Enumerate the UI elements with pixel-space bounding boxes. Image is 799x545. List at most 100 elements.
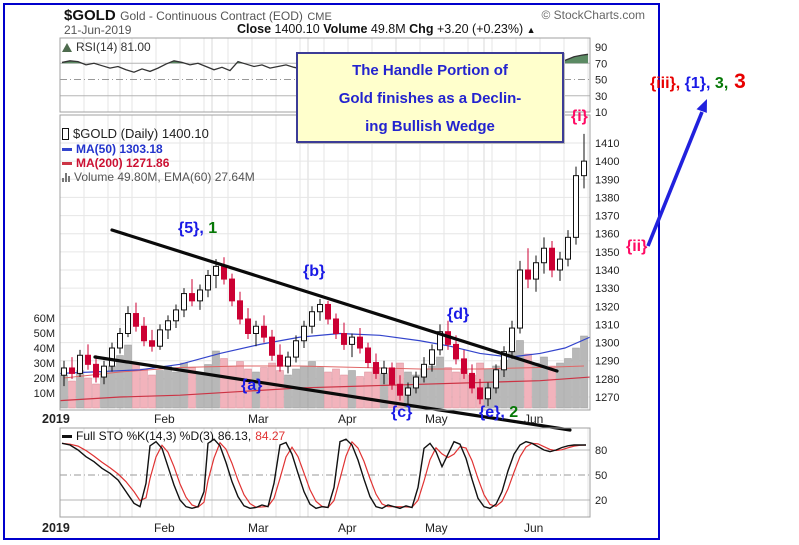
volume-axis-label: 60M — [34, 313, 55, 325]
candle-body — [133, 313, 139, 327]
wave-label-part: {5}, — [178, 220, 204, 237]
up-arrow-icon: ▲ — [526, 25, 536, 35]
wave-label-part: {c} — [391, 404, 413, 421]
header: $GOLD Gold - Continuous Contract (EOD) C… — [64, 7, 332, 25]
close-label: Close — [237, 22, 272, 36]
candle-body — [85, 354, 91, 365]
candle-body — [173, 309, 179, 322]
candle-body — [509, 327, 515, 353]
ma200-legend-row: MA(200) 1271.86 — [62, 156, 169, 170]
x-axis-month-label: Apr — [338, 521, 357, 535]
volume-bar — [68, 380, 76, 409]
volume-bar — [508, 350, 516, 409]
candle-body — [221, 265, 227, 280]
candle-body — [325, 303, 331, 320]
candle-body — [549, 247, 555, 271]
price-axis-label: 1280 — [595, 374, 619, 386]
candle-body — [181, 293, 187, 311]
wave-label-part: {e}, — [479, 404, 505, 421]
price-axis-label: 1310 — [595, 319, 619, 331]
volume-axis-label: 40M — [34, 343, 55, 355]
candle-body — [253, 325, 259, 335]
volume-bar — [92, 383, 100, 409]
candle-body — [389, 367, 395, 385]
candle-body — [197, 289, 203, 302]
annotation-arrow — [646, 111, 704, 247]
main-legend-symbol: $GOLD (Daily) 1400.10 — [73, 126, 209, 141]
candle-body — [229, 278, 235, 302]
candle-body — [93, 363, 99, 378]
candle-body — [117, 333, 123, 349]
wave-label: {d} — [447, 306, 469, 324]
wave-label: {5}, 1 — [178, 220, 217, 238]
volume-bar — [172, 371, 180, 409]
volume-bar — [532, 362, 540, 409]
price-axis-label: 1410 — [595, 138, 619, 150]
volume-bar — [308, 361, 316, 409]
volume-ema-line — [63, 365, 585, 379]
sto-panel-border — [59, 427, 591, 518]
ma200-line-icon — [62, 161, 72, 165]
sto-axis-label: 20 — [595, 495, 607, 507]
ma200-legend: MA(200) 1271.86 — [76, 156, 170, 170]
rsi-legend-text: RSI(14) 81.00 — [76, 40, 151, 54]
wave-label-part: {b} — [303, 263, 326, 280]
volume-bar — [236, 361, 244, 409]
candle-body — [405, 387, 411, 396]
candle-body — [237, 300, 243, 320]
x-axis-month-label: Feb — [154, 521, 175, 535]
candle-body — [501, 351, 507, 371]
candle-body — [357, 336, 363, 349]
volume-bar — [556, 362, 564, 409]
wave-label-part: 2 — [504, 404, 519, 421]
candle-body — [341, 333, 347, 345]
volume-value: 49.8M — [370, 22, 406, 36]
candle-body — [421, 363, 427, 378]
candle-body — [109, 347, 115, 367]
volume-bar — [204, 364, 212, 409]
candle-body — [413, 376, 419, 389]
wedge-upper-trendline — [110, 228, 559, 373]
wave-label-part: {d} — [447, 306, 470, 323]
volume-bar — [156, 370, 164, 409]
rsi-legend: RSI(14) 81.00 — [62, 40, 151, 54]
volume-bar — [164, 365, 172, 409]
wave-label-part: 3 — [728, 70, 746, 93]
candle-body — [205, 274, 211, 291]
candle-body — [277, 354, 283, 367]
candle-body — [293, 340, 299, 358]
ma50-legend-row: MA(50) 1303.18 — [62, 142, 163, 156]
candle-body — [269, 336, 275, 356]
candle-body — [453, 343, 459, 360]
price-axis-label: 1370 — [595, 211, 619, 223]
volume-bar — [564, 358, 572, 409]
price-axis-label: 1360 — [595, 229, 619, 241]
candle-body — [165, 320, 171, 331]
ma50-line-icon — [62, 147, 72, 151]
sto-line-icon — [62, 434, 72, 438]
candle-body — [381, 367, 387, 374]
x-axis-month-label: Mar — [248, 521, 269, 535]
candle-body — [213, 265, 219, 276]
candle-body — [61, 367, 67, 376]
sto-legend: Full STO %K(14,3) %D(3) — [76, 429, 214, 443]
price-axis-label: 1350 — [595, 247, 619, 259]
x-axis-month-label: Feb — [154, 412, 175, 426]
candle-body — [309, 311, 315, 327]
candle-body — [245, 318, 251, 335]
price-axis-label: 1270 — [595, 392, 619, 404]
volume-bar — [244, 368, 252, 409]
volume-bar — [540, 356, 548, 409]
price-axis-label: 1380 — [595, 192, 619, 204]
annotation-line3: ing Bullish Wedge — [365, 118, 495, 135]
ma50-legend: MA(50) 1303.18 — [76, 142, 163, 156]
candle-body — [157, 329, 163, 347]
volume-axis-label: 20M — [34, 373, 55, 385]
rsi-axis-label: 70 — [595, 58, 607, 70]
volume-axis-label: 50M — [34, 328, 55, 340]
ma200-line — [59, 376, 591, 402]
volume-bar — [340, 374, 348, 409]
rsi-axis-label: 30 — [595, 91, 607, 103]
